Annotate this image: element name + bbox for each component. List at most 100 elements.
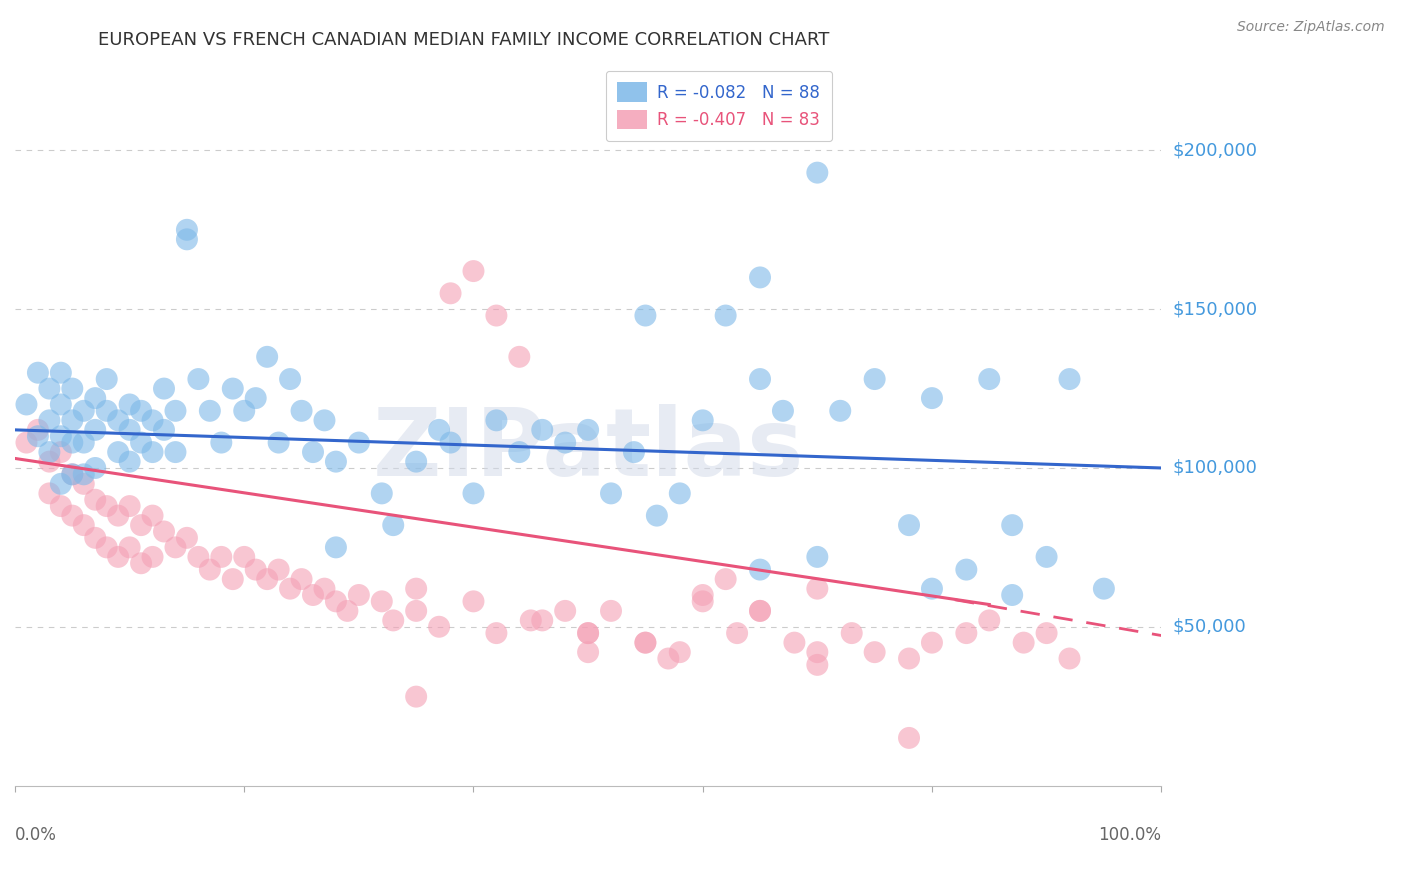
Point [325, 541, 347, 555]
Point [898, 731, 921, 745]
Point [439, 286, 461, 301]
Point [60, 467, 83, 482]
Point [256, 572, 278, 586]
Point [405, 455, 427, 469]
Point [531, 423, 554, 437]
Point [830, 404, 852, 418]
Point [27, 423, 49, 437]
Point [96, 404, 118, 418]
Point [290, 572, 312, 586]
Point [233, 549, 256, 564]
Point [129, 556, 152, 570]
Point [806, 645, 828, 659]
Point [1059, 372, 1081, 386]
Point [60, 508, 83, 523]
Point [485, 309, 508, 323]
Point [302, 445, 325, 459]
Point [245, 391, 267, 405]
Point [921, 635, 943, 649]
Point [382, 518, 405, 533]
Point [38, 382, 60, 396]
Point [1059, 651, 1081, 665]
Point [27, 429, 49, 443]
Point [176, 223, 198, 237]
Point [1092, 582, 1115, 596]
Point [27, 366, 49, 380]
Text: $50,000: $50,000 [1173, 618, 1246, 636]
Point [49, 397, 72, 411]
Point [153, 382, 176, 396]
Point [623, 445, 645, 459]
Point [336, 604, 359, 618]
Point [49, 429, 72, 443]
Point [129, 404, 152, 418]
Point [508, 445, 530, 459]
Point [38, 455, 60, 469]
Point [783, 635, 806, 649]
Point [841, 626, 863, 640]
Point [347, 588, 370, 602]
Point [979, 614, 1001, 628]
Point [427, 620, 450, 634]
Point [302, 588, 325, 602]
Point [73, 435, 96, 450]
Text: 0.0%: 0.0% [15, 826, 56, 844]
Point [576, 423, 599, 437]
Point [107, 445, 129, 459]
Point [38, 445, 60, 459]
Point [49, 476, 72, 491]
Point [73, 404, 96, 418]
Point [921, 391, 943, 405]
Point [187, 549, 209, 564]
Point [485, 626, 508, 640]
Point [84, 531, 107, 545]
Point [141, 549, 163, 564]
Point [1035, 549, 1057, 564]
Point [485, 413, 508, 427]
Point [245, 563, 267, 577]
Point [256, 350, 278, 364]
Point [141, 413, 163, 427]
Text: EUROPEAN VS FRENCH CANADIAN MEDIAN FAMILY INCOME CORRELATION CHART: EUROPEAN VS FRENCH CANADIAN MEDIAN FAMIL… [98, 31, 830, 49]
Point [267, 435, 290, 450]
Text: Source: ZipAtlas.com: Source: ZipAtlas.com [1237, 20, 1385, 34]
Point [209, 549, 232, 564]
Point [405, 582, 427, 596]
Point [463, 486, 485, 500]
Point [576, 626, 599, 640]
Point [84, 391, 107, 405]
Point [772, 404, 794, 418]
Point [806, 657, 828, 672]
Point [634, 309, 657, 323]
Point [198, 404, 221, 418]
Point [463, 264, 485, 278]
Point [233, 404, 256, 418]
Point [38, 486, 60, 500]
Point [668, 486, 690, 500]
Point [634, 635, 657, 649]
Point [107, 549, 129, 564]
Point [118, 541, 141, 555]
Point [38, 413, 60, 427]
Point [118, 423, 141, 437]
Text: 100.0%: 100.0% [1098, 826, 1161, 844]
Point [15, 397, 38, 411]
Point [222, 382, 245, 396]
Point [371, 486, 394, 500]
Point [955, 626, 977, 640]
Point [141, 508, 163, 523]
Point [267, 563, 290, 577]
Point [692, 588, 714, 602]
Point [290, 404, 312, 418]
Point [898, 651, 921, 665]
Point [153, 423, 176, 437]
Point [129, 518, 152, 533]
Point [84, 492, 107, 507]
Point [209, 435, 232, 450]
Point [405, 604, 427, 618]
Point [725, 626, 748, 640]
Point [382, 614, 405, 628]
Legend: R = -0.082   N = 88, R = -0.407   N = 83: R = -0.082 N = 88, R = -0.407 N = 83 [606, 70, 832, 141]
Point [554, 435, 576, 450]
Point [165, 445, 187, 459]
